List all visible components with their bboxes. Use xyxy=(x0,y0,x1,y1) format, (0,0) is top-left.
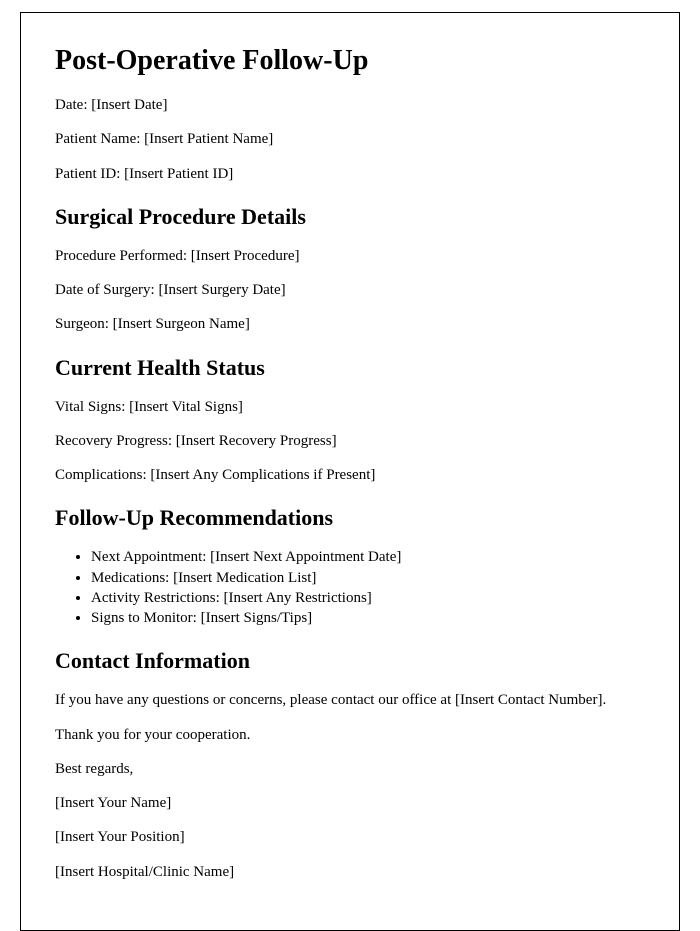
signature-name: [Insert Your Name] xyxy=(55,793,645,813)
page-title: Post-Operative Follow-Up xyxy=(55,45,645,77)
list-item-next-appointment: Next Appointment: [Insert Next Appointme… xyxy=(91,547,645,567)
field-patient-name: Patient Name: [Insert Patient Name] xyxy=(55,129,645,149)
contact-regards: Best regards, xyxy=(55,759,645,779)
list-item-signs: Signs to Monitor: [Insert Signs/Tips] xyxy=(91,608,645,628)
contact-body: If you have any questions or concerns, p… xyxy=(55,690,645,710)
heading-procedure: Surgical Procedure Details xyxy=(55,204,645,230)
heading-followup: Follow-Up Recommendations xyxy=(55,505,645,531)
field-patient-id: Patient ID: [Insert Patient ID] xyxy=(55,164,645,184)
field-procedure-performed: Procedure Performed: [Insert Procedure] xyxy=(55,246,645,266)
field-date: Date: [Insert Date] xyxy=(55,95,645,115)
followup-list: Next Appointment: [Insert Next Appointme… xyxy=(55,547,645,628)
list-item-activity: Activity Restrictions: [Insert Any Restr… xyxy=(91,588,645,608)
field-surgeon: Surgeon: [Insert Surgeon Name] xyxy=(55,314,645,334)
signature-hospital: [Insert Hospital/Clinic Name] xyxy=(55,862,645,882)
list-item-medications: Medications: [Insert Medication List] xyxy=(91,568,645,588)
heading-health: Current Health Status xyxy=(55,355,645,381)
heading-contact: Contact Information xyxy=(55,648,645,674)
field-vitals: Vital Signs: [Insert Vital Signs] xyxy=(55,397,645,417)
field-surgery-date: Date of Surgery: [Insert Surgery Date] xyxy=(55,280,645,300)
field-complications: Complications: [Insert Any Complications… xyxy=(55,465,645,485)
signature-position: [Insert Your Position] xyxy=(55,827,645,847)
document-page: Post-Operative Follow-Up Date: [Insert D… xyxy=(20,12,680,931)
field-recovery: Recovery Progress: [Insert Recovery Prog… xyxy=(55,431,645,451)
contact-thanks: Thank you for your cooperation. xyxy=(55,725,645,745)
